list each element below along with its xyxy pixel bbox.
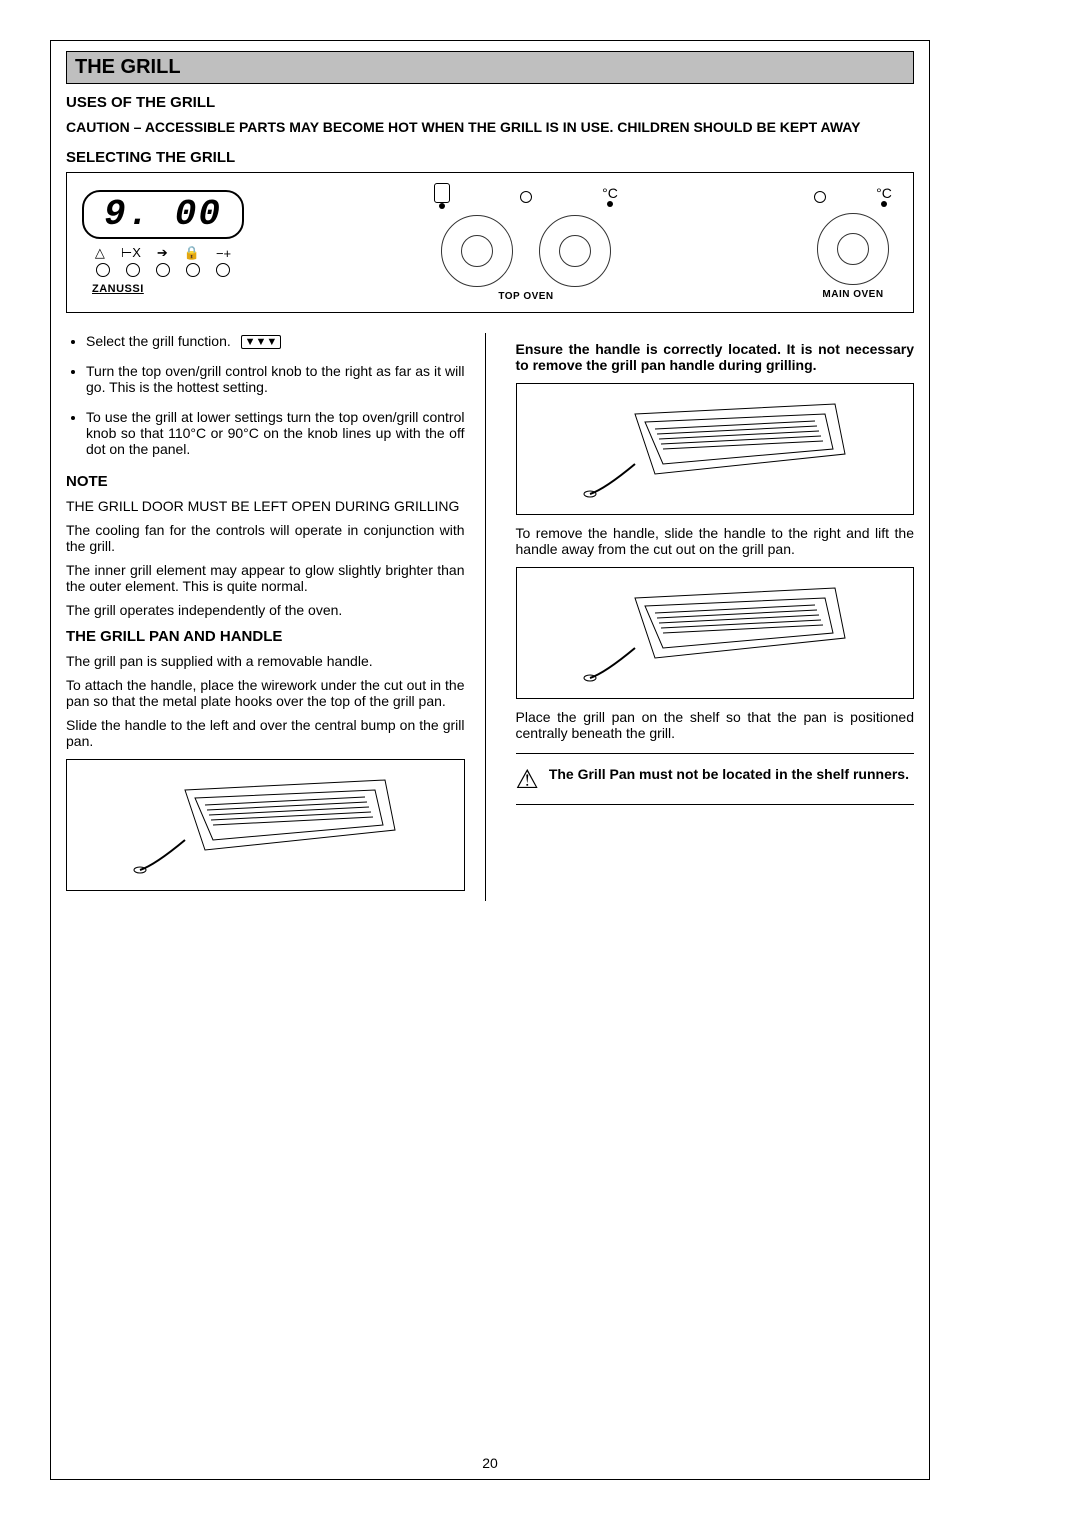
note-heading: NOTE [66,473,465,490]
button-row [96,263,230,277]
main-oven-label: MAIN OVEN [822,289,883,300]
handle-paragraph: To attach the handle, place the wirework… [66,677,465,709]
lock-icon: 🔒 [184,245,200,261]
divider [516,753,915,754]
top-oven-label: TOP OVEN [498,291,553,302]
duration-icon: ⊢X [121,245,141,261]
grill-pan-figure-3 [516,567,915,699]
grill-pan-figure-1 [66,759,465,891]
end-icon: ➔ [157,245,168,261]
list-item: To use the grill at lower settings turn … [86,409,465,457]
place-pan-text: Place the grill pan on the shelf so that… [516,709,915,741]
remove-handle-text: To remove the handle, slide the handle t… [516,525,915,557]
note-paragraph: The grill operates independently of the … [66,602,465,618]
note-paragraph: The inner grill element may appear to gl… [66,562,465,594]
instruction-list: Select the grill function. ▼▼▼ Turn the … [66,333,465,457]
uses-heading: USES OF THE GRILL [66,94,914,111]
warning-text: The Grill Pan must not be located in the… [549,766,909,782]
grill-function-icon: ▼▼▼ [241,335,282,349]
temp-icon: °C [602,185,618,201]
plusminus-icon: −+ [216,246,231,261]
brand-label: ZANUSSI [92,283,144,295]
grill-pan-figure-2 [516,383,915,515]
warning-triangle-icon: ⚠ [516,766,539,792]
panel-button [96,263,110,277]
clock-display: 9. 00 [82,190,244,239]
top-oven-function-knob [432,211,522,287]
top-oven-temp-knob [530,211,620,287]
ensure-handle-text: Ensure the handle is correctly located. … [516,341,915,373]
panel-button [126,263,140,277]
panel-button [186,263,200,277]
caution-text: CAUTION – ACCESSIBLE PARTS MAY BECOME HO… [66,119,914,135]
control-panel-diagram: 9. 00 △ ⊢X ➔ 🔒 −+ ZANUSSI [66,172,914,313]
handle-paragraph: Slide the handle to the left and over th… [66,717,465,749]
main-oven-knob [808,209,898,285]
list-item: Select the grill function. ▼▼▼ [86,333,465,349]
grill-pan-illustration [125,770,405,880]
indicator-circle [520,191,532,203]
grill-pan-illustration [575,578,855,688]
indicator-circle [814,191,826,203]
handle-heading: THE GRILL PAN AND HANDLE [66,628,465,645]
divider [516,804,915,805]
selecting-heading: SELECTING THE GRILL [66,149,914,166]
handle-paragraph: The grill pan is supplied with a removab… [66,653,465,669]
grill-pan-illustration [575,394,855,504]
bullet-text: Select the grill function. [86,333,231,349]
panel-button [156,263,170,277]
list-item: Turn the top oven/grill control knob to … [86,363,465,395]
temp-icon: °C [876,185,892,201]
lamp-icon [434,183,450,203]
icon-row: △ ⊢X ➔ 🔒 −+ [95,245,231,261]
section-title: THE GRILL [66,51,914,84]
panel-button [216,263,230,277]
bell-icon: △ [95,245,105,261]
page-number: 20 [51,1455,929,1471]
note-paragraph: The cooling fan for the controls will op… [66,522,465,554]
note-paragraph: THE GRILL DOOR MUST BE LEFT OPEN DURING … [66,498,465,514]
